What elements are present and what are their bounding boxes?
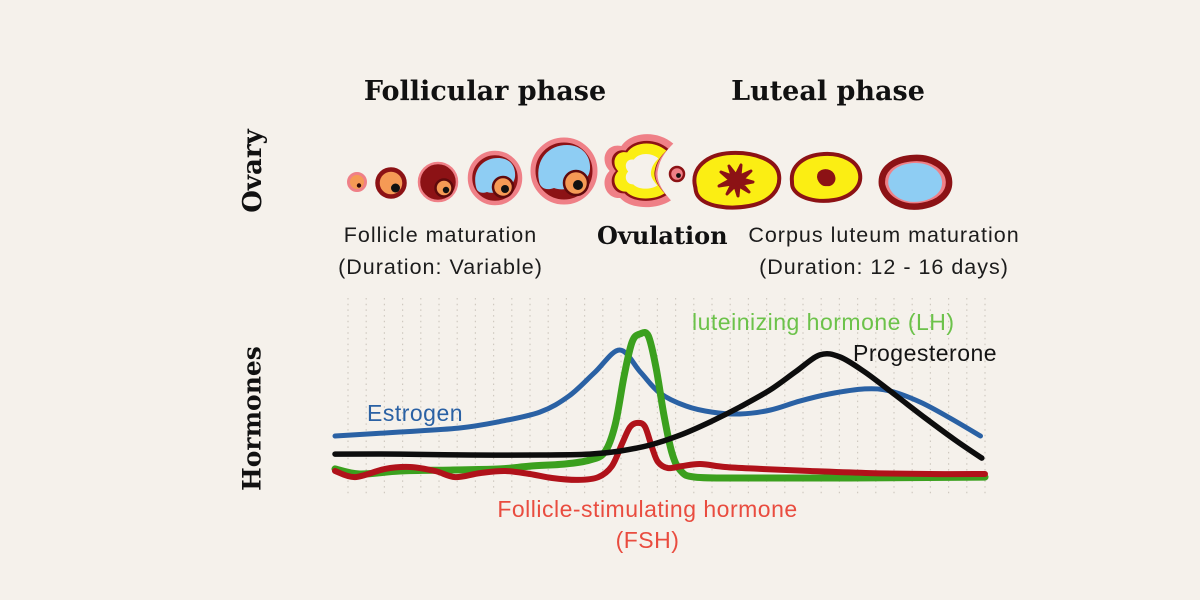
secondary-follicle-icon — [417, 161, 459, 203]
follicle-maturation-caption: Follicle maturation (Duration: Variable) — [318, 219, 563, 283]
hormone-level-chart — [331, 298, 989, 494]
ovary-illustration — [347, 134, 990, 225]
follicle-caption-line1: Follicle maturation — [343, 223, 538, 247]
ovary-row-label: Ovary — [238, 129, 268, 213]
progesterone-curve-label: Progesterone — [853, 340, 998, 366]
corpus-luteum-early-icon — [692, 150, 782, 210]
corpus-luteum-late-icon — [789, 151, 863, 203]
primary-follicle-icon — [375, 167, 407, 199]
corpus-albicans-icon — [882, 158, 949, 207]
follicle-stimulating-hormone-curve — [332, 419, 988, 483]
lh-curve-label: luteinizing hormone (LH) — [692, 309, 955, 335]
progesterone-curve — [332, 350, 985, 461]
corpus-caption-line2: (Duration: 12 - 16 days) — [759, 255, 1009, 279]
released-egg-icon — [668, 165, 686, 183]
follicle-caption-line2: (Duration: Variable) — [338, 255, 543, 279]
fsh-curve-label: Follicle-stimulating hormone (FSH) — [465, 494, 830, 556]
estrogen-curve-label: Estrogen — [367, 400, 464, 426]
corpus-luteum-caption: Corpus luteum maturation (Duration: 12 -… — [733, 219, 1035, 283]
estrogen-curve — [332, 347, 983, 439]
fsh-label-line2: (FSH) — [615, 527, 680, 553]
mature-follicle-icon — [530, 137, 598, 205]
follicular-phase-title: Follicular phase — [363, 76, 607, 107]
ovulation-ruptured-follicle-icon — [604, 134, 674, 208]
fsh-label-line1: Follicle-stimulating hormone — [497, 496, 798, 522]
luteal-phase-title: Luteal phase — [731, 76, 925, 107]
early-antral-follicle-icon — [467, 150, 523, 206]
ovulation-label: Ovulation — [597, 221, 728, 250]
hormones-row-label: Hormones — [237, 346, 267, 491]
primordial-follicle-icon — [347, 172, 367, 192]
corpus-caption-line1: Corpus luteum maturation — [748, 223, 1020, 247]
luteinizing-hormone-curve — [331, 328, 989, 482]
